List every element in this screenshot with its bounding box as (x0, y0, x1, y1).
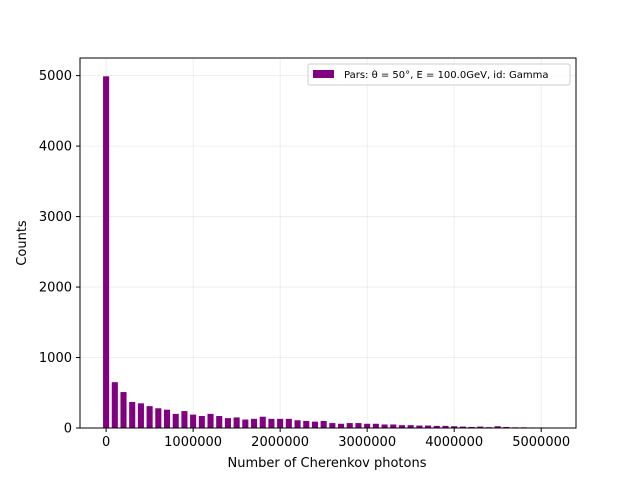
histogram-bar (259, 416, 266, 428)
histogram-bar (416, 425, 423, 428)
y-tick-label: 3000 (39, 210, 72, 225)
histogram-bar (146, 406, 153, 428)
histogram-bar (155, 408, 162, 428)
histogram-bar (190, 414, 197, 428)
histogram-bar (442, 425, 449, 428)
histogram-bar (111, 382, 118, 428)
histogram-bar (277, 418, 284, 428)
histogram-bar (216, 416, 223, 428)
histogram-bar (137, 403, 144, 428)
histogram-bar (233, 417, 240, 428)
histogram-bar (103, 76, 110, 429)
histogram-bar (198, 416, 205, 428)
grid-lines (80, 58, 576, 429)
histogram-bar (172, 413, 179, 428)
legend-label: Pars: θ = 50°, E = 100.0GeV, id: Gamma (344, 70, 548, 81)
y-axis-label: Counts (15, 220, 30, 266)
legend-swatch (313, 70, 334, 78)
y-tick-label: 5000 (39, 69, 72, 84)
y-tick-label: 0 (64, 422, 72, 437)
histogram-bar (407, 425, 414, 428)
histogram-bar (329, 423, 336, 428)
x-axis-ticks: 0 1000000 2000000 3000000 4000000 5000000 (102, 428, 570, 450)
y-axis-ticks: 0 1000 2000 3000 4000 5000 (39, 69, 80, 437)
x-tick-label: 0 (102, 435, 110, 450)
legend: Pars: θ = 50°, E = 100.0GeV, id: Gamma (307, 63, 571, 86)
histogram-bar (320, 420, 327, 428)
histogram-bar (242, 419, 249, 428)
histogram-bar (129, 401, 136, 428)
x-tick-label: 5000000 (512, 435, 570, 450)
y-tick-label: 4000 (39, 140, 72, 155)
bars-group (103, 76, 553, 429)
y-tick-label: 2000 (39, 281, 72, 296)
histogram-bar (398, 425, 406, 428)
histogram-bar (207, 413, 214, 428)
histogram-bar (451, 426, 458, 428)
histogram-bar (250, 418, 258, 428)
x-tick-label: 1000000 (164, 435, 222, 450)
histogram-bar (294, 420, 301, 428)
histogram-bar (459, 426, 466, 428)
histogram-bar (268, 418, 275, 428)
histogram-bar (433, 425, 440, 428)
histogram-bar (303, 420, 310, 428)
histogram-bar (163, 409, 171, 428)
histogram-bar (181, 411, 188, 428)
histogram-bar (355, 423, 362, 428)
legend-box (307, 63, 571, 86)
histogram-bar (503, 426, 510, 428)
histogram-bar (372, 423, 379, 428)
x-tick-label: 2000000 (251, 435, 309, 450)
x-tick-label: 3000000 (338, 435, 396, 450)
histogram-bar (338, 423, 345, 428)
histogram-bar (494, 426, 501, 428)
y-tick-label: 1000 (39, 351, 72, 366)
histogram-bar (285, 418, 292, 428)
histogram-bar (468, 426, 475, 428)
histogram-bar (425, 425, 432, 428)
histogram-bar (390, 424, 397, 428)
x-axis-label: Number of Cherenkov photons (228, 456, 427, 471)
histogram-bar (120, 392, 127, 428)
histogram-bar (364, 423, 371, 428)
histogram-bar (477, 426, 484, 428)
histogram-bar (381, 424, 388, 428)
histogram-bar (224, 418, 231, 428)
x-tick-label: 4000000 (425, 435, 483, 450)
histogram-bar (346, 423, 353, 428)
plot-frame (79, 57, 577, 429)
histogram-bar (311, 421, 318, 428)
